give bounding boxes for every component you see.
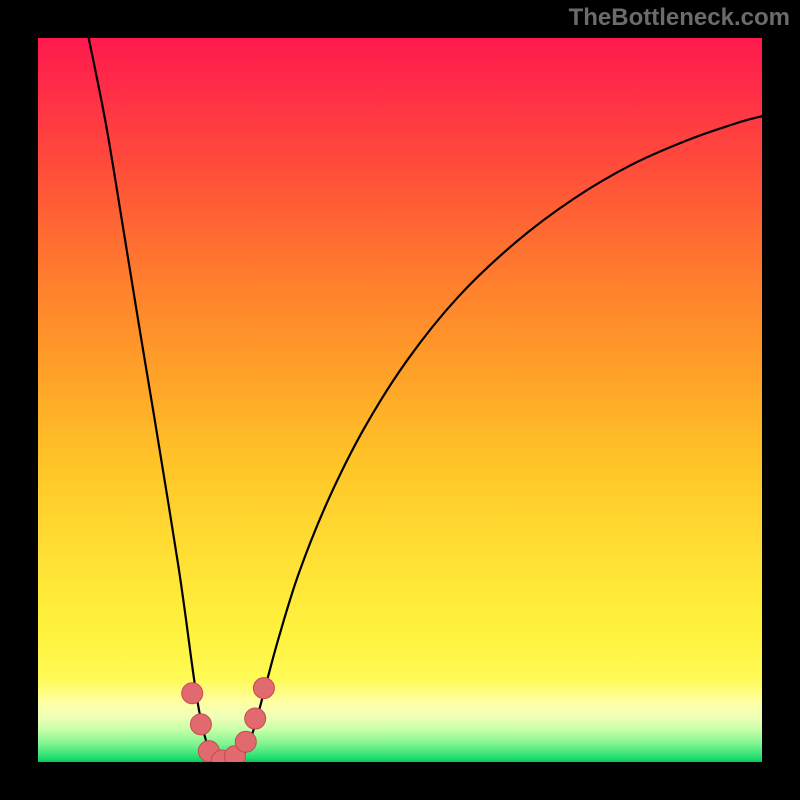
plot-svg [38, 38, 762, 762]
curve-marker [245, 708, 266, 729]
plot-area [38, 38, 762, 762]
gradient-background [38, 38, 762, 762]
curve-marker [235, 731, 256, 752]
curve-marker [253, 678, 274, 699]
curve-marker [190, 714, 211, 735]
watermark-text: TheBottleneck.com [569, 4, 790, 32]
curve-marker [182, 683, 203, 704]
